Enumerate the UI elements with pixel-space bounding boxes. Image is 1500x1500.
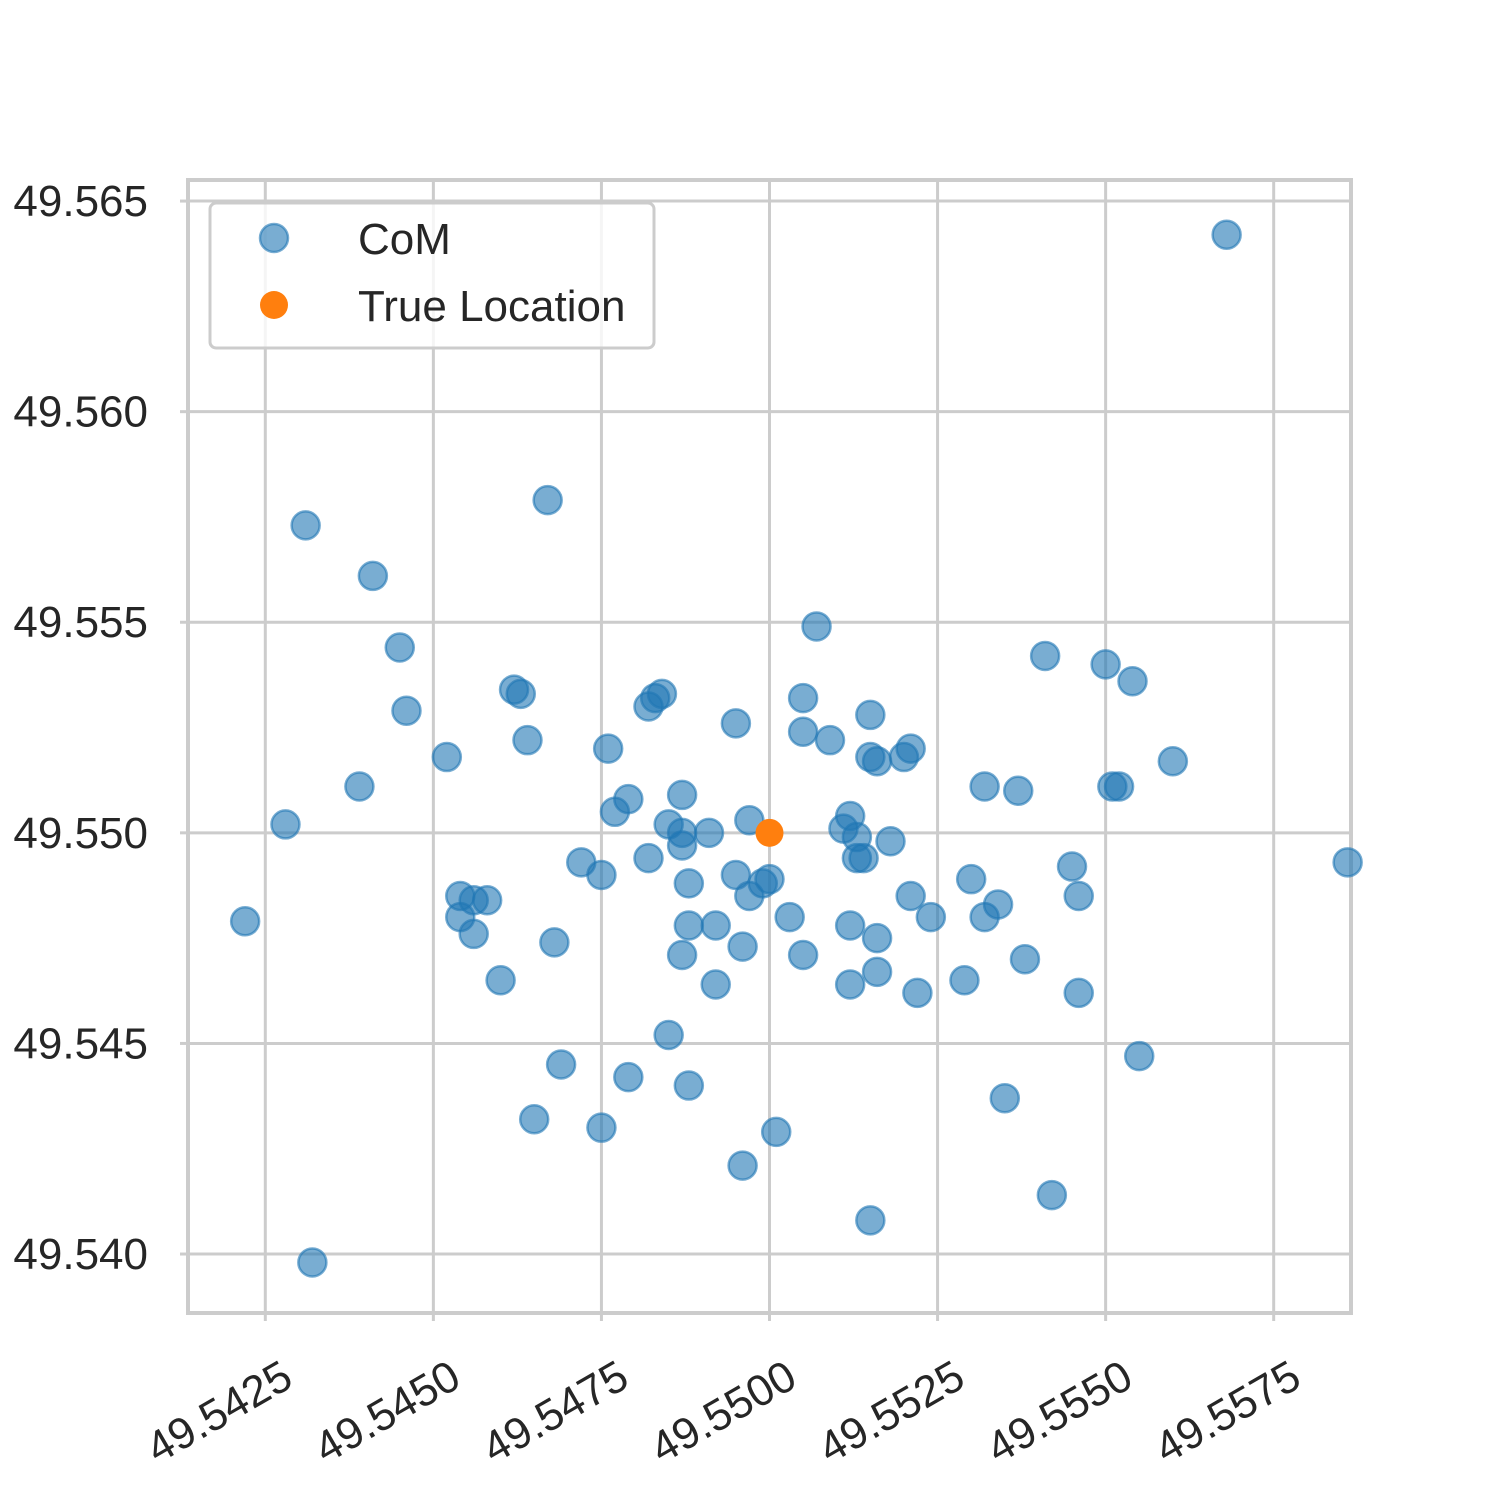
data-point bbox=[787, 939, 819, 971]
data-point bbox=[539, 927, 570, 958]
y-tick-label: 49.545 bbox=[13, 1019, 148, 1068]
data-point bbox=[861, 956, 893, 988]
data-point bbox=[512, 724, 543, 756]
data-point bbox=[787, 716, 819, 748]
data-point bbox=[861, 922, 893, 954]
data-point bbox=[1332, 847, 1363, 878]
data-point bbox=[720, 708, 752, 739]
data-point bbox=[734, 804, 765, 836]
y-tick-label: 49.565 bbox=[13, 177, 148, 226]
data-point bbox=[1090, 649, 1121, 680]
data-point bbox=[801, 611, 832, 642]
data-point bbox=[646, 678, 678, 710]
y-tick-label: 49.550 bbox=[13, 809, 148, 858]
legend-marker-true-location bbox=[260, 291, 288, 319]
data-point bbox=[700, 969, 731, 1000]
data-point bbox=[1123, 1040, 1155, 1072]
legend: CoM True Location bbox=[208, 201, 656, 350]
data-point bbox=[613, 1061, 644, 1093]
data-point bbox=[673, 1070, 705, 1101]
data-point bbox=[774, 901, 805, 933]
data-point bbox=[1157, 745, 1189, 777]
data-point bbox=[915, 901, 947, 933]
data-point bbox=[834, 910, 866, 941]
data-point bbox=[989, 1082, 1021, 1114]
data-point bbox=[814, 724, 846, 756]
y-axis-ticks: 49.540 49.545 49.550 49.555 49.560 49.565 bbox=[13, 177, 188, 1279]
data-point bbox=[949, 965, 980, 996]
data-point bbox=[229, 906, 261, 937]
data-point bbox=[586, 859, 617, 891]
data-point bbox=[666, 830, 698, 861]
legend-marker-com bbox=[258, 222, 290, 254]
data-point bbox=[458, 918, 489, 950]
data-point bbox=[1063, 880, 1094, 912]
data-point bbox=[982, 889, 1014, 920]
data-point bbox=[431, 741, 463, 773]
data-point bbox=[673, 868, 705, 899]
data-point bbox=[755, 818, 784, 847]
data-point bbox=[875, 826, 906, 857]
data-point bbox=[357, 560, 389, 592]
data-point bbox=[895, 733, 926, 764]
data-point bbox=[848, 842, 879, 874]
data-point bbox=[902, 977, 933, 1009]
data-point bbox=[545, 1049, 577, 1080]
legend-label-com: CoM bbox=[358, 215, 451, 264]
data-point bbox=[391, 695, 422, 726]
data-point bbox=[1103, 771, 1135, 802]
data-point bbox=[592, 733, 624, 764]
data-point bbox=[297, 1247, 328, 1278]
y-tick-label: 49.560 bbox=[13, 388, 148, 437]
series-0 bbox=[229, 219, 1363, 1278]
data-point bbox=[727, 931, 758, 962]
data-point bbox=[485, 965, 516, 996]
data-point bbox=[693, 817, 725, 849]
y-tick-label: 49.555 bbox=[13, 598, 148, 647]
data-point bbox=[861, 745, 893, 777]
data-point bbox=[505, 678, 537, 710]
data-point bbox=[1036, 1179, 1068, 1211]
data-point bbox=[834, 969, 866, 1000]
data-point bbox=[855, 1205, 886, 1236]
data-point bbox=[700, 910, 731, 941]
data-points bbox=[229, 219, 1363, 1278]
data-point bbox=[633, 842, 664, 874]
series-1 bbox=[755, 818, 784, 847]
data-point bbox=[955, 863, 987, 895]
y-tick-label: 49.540 bbox=[13, 1230, 148, 1279]
data-point bbox=[666, 779, 698, 811]
data-point bbox=[727, 1150, 758, 1181]
data-point bbox=[895, 880, 926, 912]
data-point bbox=[1063, 977, 1094, 1009]
data-point bbox=[754, 863, 785, 895]
data-point bbox=[1009, 943, 1041, 975]
data-point bbox=[1056, 851, 1088, 882]
data-point bbox=[270, 809, 301, 840]
data-point bbox=[532, 484, 563, 516]
data-point bbox=[855, 699, 886, 731]
data-point bbox=[1002, 775, 1034, 806]
data-point bbox=[787, 682, 819, 714]
data-point bbox=[1211, 219, 1242, 251]
data-point bbox=[760, 1116, 792, 1148]
legend-label-true-location: True Location bbox=[358, 282, 625, 331]
legend-box bbox=[208, 201, 656, 350]
data-point bbox=[969, 771, 1000, 802]
data-point bbox=[586, 1112, 617, 1143]
data-point bbox=[613, 783, 644, 815]
data-point bbox=[384, 632, 416, 663]
data-point bbox=[471, 884, 503, 916]
data-point bbox=[518, 1104, 550, 1135]
data-point bbox=[344, 771, 375, 802]
data-point bbox=[1117, 665, 1148, 697]
data-point bbox=[666, 939, 698, 971]
data-point bbox=[653, 1019, 684, 1051]
data-point bbox=[1029, 640, 1061, 672]
data-point bbox=[673, 910, 705, 941]
data-point bbox=[290, 510, 321, 541]
